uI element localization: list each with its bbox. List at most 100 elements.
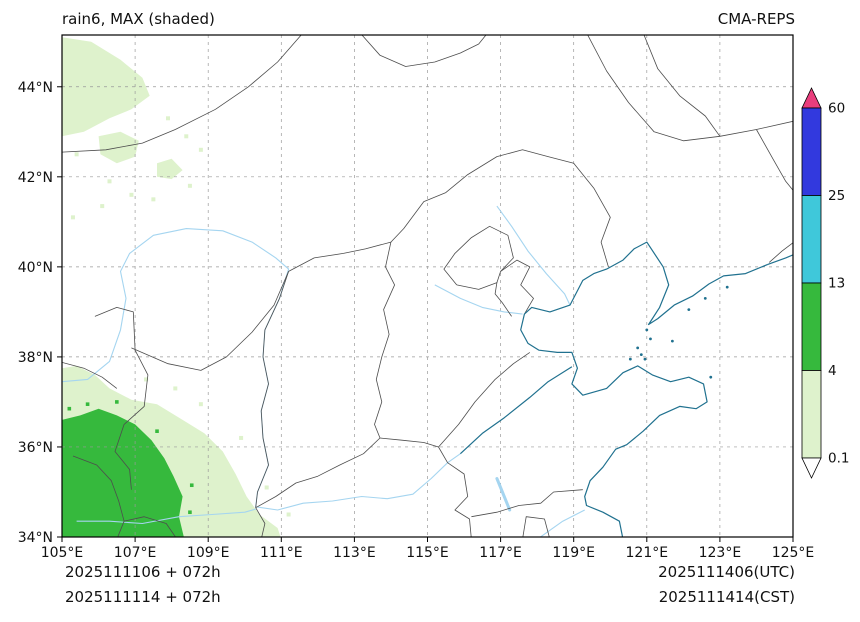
province-border (438, 446, 472, 537)
rain-shade-light-speckle (74, 152, 79, 157)
river (434, 284, 523, 315)
init-time-utc: 2025111106 + 072h (65, 563, 221, 581)
province-border (471, 489, 583, 518)
island (709, 375, 713, 379)
island (703, 296, 707, 300)
province-border (361, 35, 487, 67)
rain-shade-light-speckle (70, 215, 75, 220)
rain-shade-heavy-speckle (67, 406, 72, 411)
province-border (756, 129, 793, 191)
valid-time-cst: 2025111414(CST) (659, 588, 795, 606)
rain-shade-light-speckle (187, 183, 192, 188)
y-tick-label: 34°N (18, 530, 53, 546)
colorbar-tick-label: 13 (828, 276, 845, 292)
x-axis-ticks: 105°E 107°E 109°E 111°E 113°E 115°E 117°E 119°E… (41, 537, 815, 561)
lake (495, 477, 512, 512)
colorbar-tick-label: 25 (828, 188, 845, 204)
x-tick-label: 117°E (479, 545, 522, 561)
model-name: CMA-REPS (718, 10, 795, 28)
map-canvas (62, 35, 793, 537)
x-tick-label: 115°E (406, 545, 449, 561)
colorbar-segment (801, 370, 822, 459)
river (76, 508, 256, 525)
x-tick-label: 105°E (41, 545, 84, 561)
colorbar-tick-label: 60 (828, 101, 845, 117)
rain-shade-light-speckle (198, 402, 203, 407)
rain-shade-heavy-speckle (188, 510, 192, 515)
province-border (443, 225, 514, 290)
province-border (768, 242, 793, 263)
rain-shade-heavy (62, 408, 184, 537)
province-border (62, 361, 118, 389)
rain-shade-light-speckle (100, 204, 105, 209)
province-border (255, 437, 381, 509)
coastline (459, 366, 573, 455)
rain-shade-light-speckle (286, 512, 291, 517)
province-border (522, 516, 550, 537)
colorbar-over-arrow (801, 87, 822, 109)
rain-shade-heavy-speckle (85, 402, 90, 406)
river (496, 205, 571, 306)
y-axis-ticks: 44°N 42°N 40°N 38°N 36°N 34°N (18, 80, 62, 546)
river (539, 509, 585, 537)
rain-shade-light-speckle (173, 386, 178, 391)
x-tick-label: 111°E (260, 545, 303, 561)
province-border (124, 516, 176, 537)
island (725, 285, 729, 289)
map-layers (62, 35, 793, 537)
province-border (255, 271, 289, 537)
x-tick-label: 121°E (626, 545, 669, 561)
x-tick-label: 125°E (772, 545, 815, 561)
province-border (379, 437, 439, 448)
island (645, 328, 649, 332)
colorbar-segment (801, 107, 822, 196)
island (628, 357, 632, 361)
province-border (288, 149, 611, 272)
rain-shade-light-speckle (107, 179, 112, 184)
x-tick-label: 109°E (187, 545, 230, 561)
colorbar-segment (801, 195, 822, 284)
colorbar-tick-label: 0.1 (828, 451, 849, 467)
rain-shade-heavy-speckle (155, 429, 159, 433)
coastline (520, 241, 768, 537)
province-border (643, 35, 721, 137)
colorbar-tick-label: 4 (828, 363, 837, 379)
province-border (500, 259, 534, 315)
x-tick-label: 119°E (552, 545, 595, 561)
island (649, 337, 652, 341)
island (639, 353, 643, 357)
colorbar: 0.1 4 13 25 60 (801, 87, 849, 479)
province-border (494, 282, 512, 317)
rain-shade-light-speckle (239, 435, 244, 440)
rain-shade-light-speckle (151, 197, 156, 202)
rain-shade-light-speckle (129, 192, 134, 197)
colorbar-under-arrow (801, 457, 822, 479)
rain-shade-light-speckle (144, 377, 149, 382)
rain-shade-light (157, 158, 183, 180)
province-border (438, 352, 531, 448)
valid-time-utc: 2025111406(UTC) (658, 563, 795, 581)
rain-shade-heavy-speckle (189, 483, 194, 488)
rain-shade-light-speckle (165, 116, 170, 121)
province-border (131, 271, 289, 371)
rain-shade-heavy-speckle (115, 400, 119, 404)
island (636, 346, 640, 350)
init-time-cst: 2025111114 + 072h (65, 588, 221, 606)
coastline (767, 254, 793, 266)
province-border (62, 35, 302, 153)
x-tick-label: 113°E (333, 545, 376, 561)
province-border (587, 35, 793, 142)
x-tick-label: 123°E (699, 545, 742, 561)
y-tick-label: 36°N (18, 440, 53, 456)
y-tick-label: 38°N (18, 350, 53, 366)
rain-shade-light-speckle (184, 134, 189, 139)
island (687, 308, 691, 312)
y-tick-label: 40°N (18, 260, 53, 276)
province-border (94, 307, 149, 490)
plot-title: rain6, MAX (shaded) (62, 10, 215, 28)
province-border (374, 242, 395, 439)
x-tick-label: 107°E (114, 545, 157, 561)
rain-shade-light-speckle (264, 485, 269, 490)
province-border (72, 455, 125, 537)
